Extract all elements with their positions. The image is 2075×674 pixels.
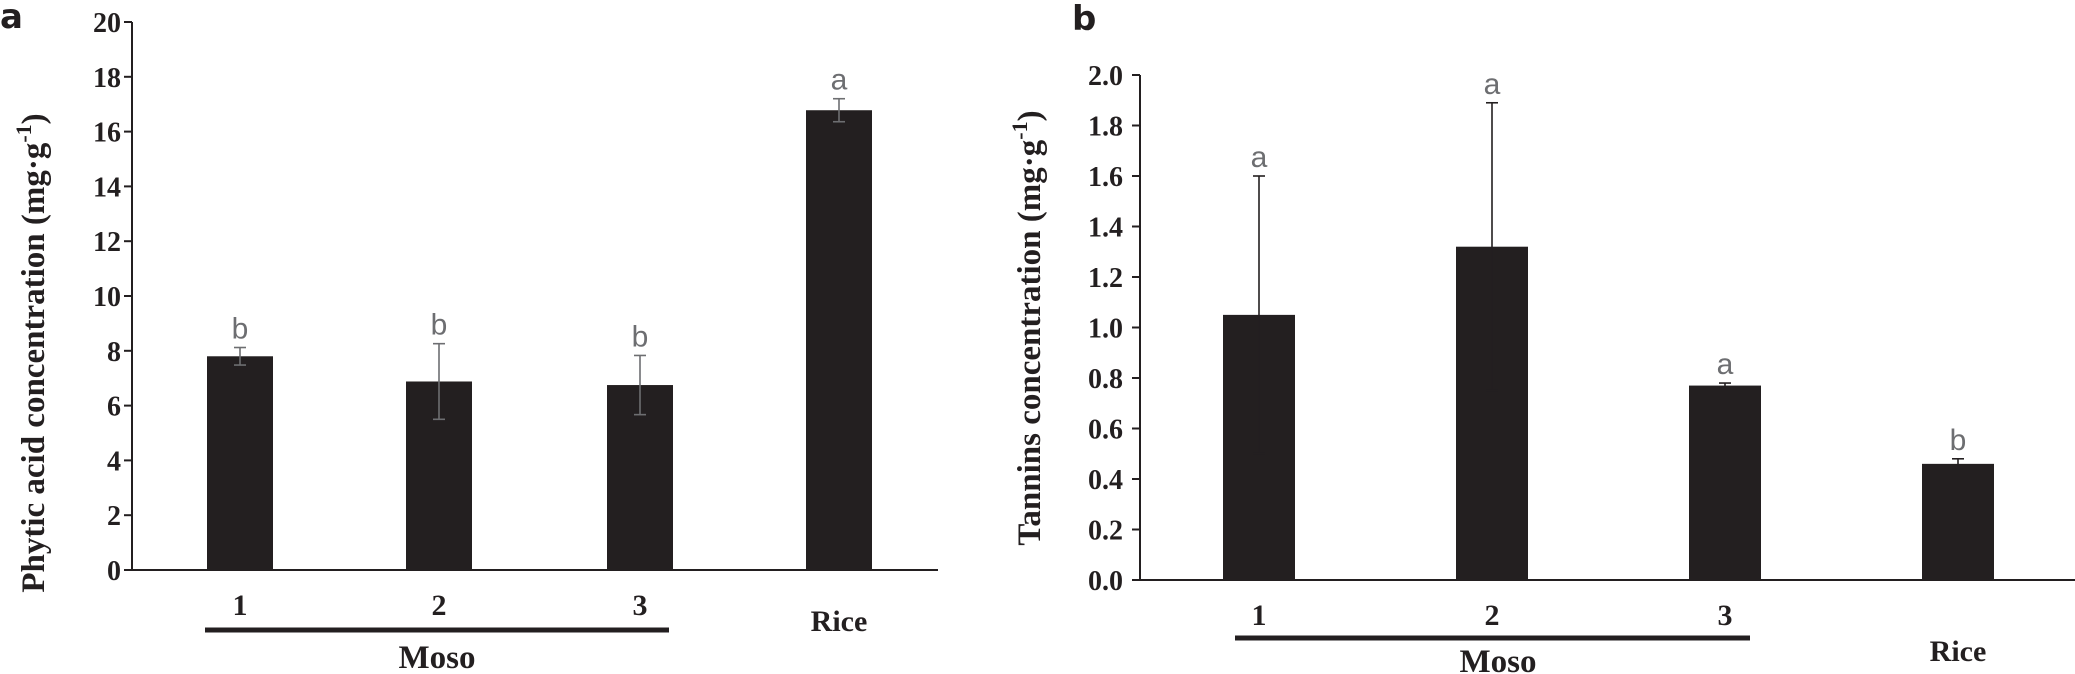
bar-3 — [607, 385, 673, 570]
y-tick-label: 18 — [93, 63, 121, 94]
panel-a-y-ticks: 0 2 4 6 8 10 12 14 16 18 20 — [93, 8, 132, 587]
panel-a-error-bars — [234, 97, 845, 421]
x-category-label: Rice — [1930, 635, 1987, 668]
significance-letter: a — [1484, 68, 1501, 101]
y-tick-label: 1.6 — [1088, 162, 1123, 193]
x-category-label: 3 — [633, 589, 648, 622]
x-category-label: 2 — [432, 589, 447, 622]
y-tick-label: 10 — [93, 282, 121, 313]
svg-text:Phytic acid concentration (mg·: Phytic acid concentration (mg·g-1) — [11, 113, 52, 592]
y-tick-label: 4 — [107, 446, 121, 477]
significance-letter: a — [831, 64, 848, 97]
panel-a-y-axis-title: Phytic acid concentration (mg·g-1) — [11, 113, 52, 592]
x-category-label: Rice — [811, 605, 868, 638]
significance-letter: a — [1251, 141, 1268, 174]
y-tick-label: 0.4 — [1088, 465, 1123, 496]
panel-b-error-bars — [1253, 101, 1964, 470]
y-tick-label: 1.4 — [1088, 213, 1123, 244]
significance-letter: b — [1950, 424, 1967, 457]
y-tick-label: 0.8 — [1088, 364, 1123, 395]
bar-3 — [1689, 385, 1761, 580]
panel-a-x-categories: 1 2 3 Rice — [233, 589, 868, 638]
bar-1 — [207, 356, 273, 570]
error-bar-1 — [234, 346, 246, 366]
y-tick-label: 6 — [107, 392, 121, 423]
y-tick-label: 1.8 — [1088, 112, 1123, 143]
y-tick-label: 8 — [107, 337, 121, 368]
svg-text:Tannins concentration (mg·g-1): Tannins concentration (mg·g-1) — [1007, 110, 1048, 545]
panel-a-significance-letters: b b b a — [232, 64, 848, 354]
panel-a-bars — [207, 110, 872, 570]
y-tick-label: 20 — [93, 8, 121, 39]
y-tick-label: 1.0 — [1088, 314, 1123, 345]
bar-rice — [1922, 463, 1994, 580]
y-tick-label: 0 — [107, 556, 121, 587]
error-bar-3 — [1719, 382, 1731, 389]
significance-letter: b — [232, 313, 249, 346]
error-bar-rice — [833, 97, 845, 123]
y-tick-label: 0.2 — [1088, 516, 1123, 547]
error-bar-rice — [1952, 457, 1964, 470]
y-tick-label: 1.2 — [1088, 263, 1123, 294]
y-tick-label: 0.6 — [1088, 415, 1123, 446]
panel-b-significance-letters: a a a b — [1251, 68, 1967, 457]
error-bar-3 — [634, 354, 646, 416]
x-category-label: 3 — [1718, 599, 1733, 632]
y-tick-label: 0.0 — [1088, 566, 1123, 597]
y-tick-label: 2 — [107, 501, 121, 532]
panel-b-y-axis-title-close: ) — [1012, 110, 1048, 121]
panel-a-y-axis-title-main: Phytic acid concentration (mg·g — [16, 142, 52, 593]
panel-b-chart: b Tannins concentration (mg·g-1) 0.00.20… — [1007, 0, 2075, 674]
error-bar-2 — [433, 342, 445, 421]
significance-letter: b — [431, 309, 448, 342]
x-category-label: 1 — [1252, 599, 1267, 632]
y-tick-label: 14 — [93, 172, 121, 203]
y-tick-label: 2.0 — [1088, 61, 1123, 92]
panel-a-letter: a — [0, 0, 23, 37]
y-tick-label: 16 — [93, 118, 121, 149]
x-category-label: 2 — [1485, 599, 1500, 632]
x-category-label: 1 — [233, 589, 248, 622]
error-bar-2 — [1486, 101, 1498, 392]
y-tick-label: 12 — [93, 227, 121, 258]
panel-a-y-axis-title-sup: -1 — [11, 124, 36, 142]
panel-b-y-axis-title: Tannins concentration (mg·g-1) — [1007, 110, 1048, 545]
panel-a-y-axis-title-close: ) — [16, 113, 52, 124]
error-bar-1 — [1253, 175, 1265, 455]
significance-letter: b — [632, 320, 649, 353]
panel-a-chart: a Phytic acid concentration (mg·g-1) 0 2 4… — [0, 0, 938, 674]
panel-a-group-label: Moso — [399, 640, 476, 674]
panel-b-x-categories: 1 2 3 Rice — [1252, 599, 1987, 668]
panel-b-letter: b — [1072, 0, 1096, 39]
panel-b-y-axis-title-main: Tannins concentration (mg·g — [1012, 139, 1048, 545]
bar-rice — [806, 110, 872, 570]
panel-b-y-axis-title-sup: -1 — [1007, 121, 1032, 139]
panel-b-y-ticks: 0.0 0.2 0.4 0.6 0.8 1.0 1.2 1.4 1.6 1.8 2.0 — [1088, 61, 1140, 597]
significance-letter: a — [1717, 348, 1734, 381]
panel-b-bars — [1223, 246, 1994, 580]
panel-b-group-label: Moso — [1460, 644, 1537, 674]
